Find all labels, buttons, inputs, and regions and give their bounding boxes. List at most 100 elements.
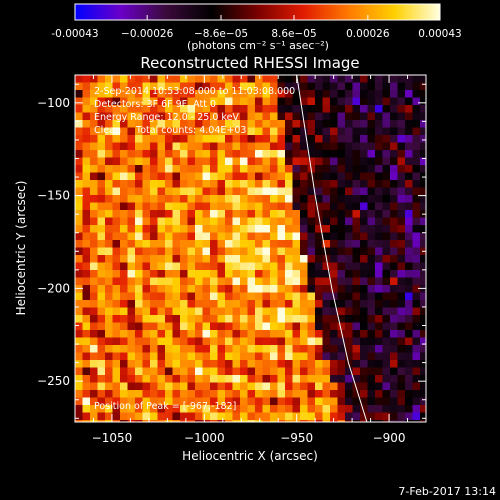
heatmap-cell [307, 405, 316, 413]
heatmap-cell [232, 337, 241, 346]
heatmap-cell [352, 412, 361, 421]
heatmap-cell [360, 180, 368, 188]
heatmap-cell [420, 150, 426, 158]
heatmap-cell [397, 217, 406, 226]
heatmap-cell [285, 217, 293, 226]
heatmap-cell [90, 165, 98, 173]
heatmap-cell [292, 367, 301, 376]
heatmap-cell [292, 217, 301, 226]
heatmap-cell [337, 412, 346, 421]
heatmap-cell [255, 262, 263, 271]
heatmap-cell [270, 315, 278, 323]
heatmap-cell [277, 180, 286, 188]
heatmap-cell [345, 412, 353, 421]
heatmap-cell [120, 262, 128, 271]
heatmap-cell [150, 300, 158, 308]
heatmap-cell [105, 180, 113, 188]
heatmap-cell [375, 390, 383, 398]
heatmap-cell [120, 142, 128, 151]
heatmap-cell [75, 337, 83, 346]
heatmap-cell [330, 187, 338, 196]
heatmap-cell [202, 172, 211, 181]
heatmap-cell [382, 142, 391, 151]
heatmap-cell [187, 225, 196, 233]
heatmap-cell [360, 150, 368, 158]
heatmap-cell [187, 390, 196, 398]
heatmap-cell [345, 367, 353, 376]
heatmap-cell [315, 232, 323, 241]
heatmap-cell [90, 127, 98, 136]
heatmap-cell [210, 157, 218, 166]
heatmap-cell [135, 165, 143, 173]
heatmap-cell [390, 382, 398, 391]
heatmap-cell [292, 157, 301, 166]
heatmap-cell [82, 172, 91, 181]
heatmap-cell [307, 382, 316, 391]
heatmap-cell [82, 255, 91, 263]
heatmap-cell [90, 135, 98, 143]
heatmap-cell [397, 277, 406, 286]
heatmap-cell [262, 367, 271, 376]
heatmap-cell [157, 180, 166, 188]
heatmap-cell [202, 112, 211, 121]
heatmap-cell [367, 420, 376, 422]
heatmap-cell [97, 390, 106, 398]
heatmap-cell [202, 262, 211, 271]
heatmap-cell [270, 202, 278, 211]
heatmap-cell [345, 75, 353, 83]
heatmap-cell [405, 255, 413, 263]
heatmap-cell [375, 375, 383, 383]
heatmap-cell [232, 232, 241, 241]
heatmap-cell [187, 150, 196, 158]
heatmap-cell [292, 292, 301, 301]
heatmap-cell [277, 337, 286, 346]
heatmap-cell [240, 420, 248, 422]
heatmap-cell [232, 210, 241, 218]
heatmap-cell [82, 277, 91, 286]
heatmap-cell [405, 90, 413, 98]
heatmap-cell [360, 90, 368, 98]
heatmap-cell [240, 315, 248, 323]
heatmap-cell [375, 75, 383, 83]
heatmap-cell [180, 165, 188, 173]
heatmap-cell [157, 187, 166, 196]
heatmap-cell [270, 307, 278, 316]
heatmap-cell [127, 165, 136, 173]
heatmap-cell [367, 292, 376, 301]
heatmap-cell [225, 82, 233, 91]
heatmap-cell [195, 307, 203, 316]
heatmap-cell [315, 330, 323, 338]
heatmap-cell [367, 412, 376, 421]
heatmap-cell [97, 210, 106, 218]
heatmap-cell [307, 360, 316, 368]
heatmap-cell [307, 255, 316, 263]
heatmap-cell [75, 315, 83, 323]
heatmap-cell [300, 157, 308, 166]
heatmap-cell [412, 420, 421, 422]
heatmap-cell [262, 90, 271, 98]
heatmap-cell [277, 262, 286, 271]
heatmap-cell [390, 307, 398, 316]
heatmap-cell [135, 157, 143, 166]
heatmap-cell [337, 75, 346, 83]
heatmap-cell [165, 150, 173, 158]
heatmap-cell [210, 352, 218, 361]
heatmap-cell [97, 75, 106, 83]
heatmap-cell [352, 337, 361, 346]
heatmap-cell [292, 322, 301, 331]
heatmap-cell [172, 322, 181, 331]
heatmap-cell [165, 270, 173, 278]
heatmap-cell [330, 405, 338, 413]
heatmap-cell [300, 112, 308, 121]
heatmap-cell [75, 300, 83, 308]
heatmap-cell [247, 127, 256, 136]
heatmap-cell [105, 337, 113, 346]
heatmap-cell [397, 382, 406, 391]
heatmap-cell [195, 277, 203, 286]
plot-timestamp: 7-Feb-2017 13:14 [398, 485, 496, 498]
heatmap-cell [337, 382, 346, 391]
heatmap-cell [405, 127, 413, 136]
heatmap-cell [225, 345, 233, 353]
heatmap-cell [202, 142, 211, 151]
heatmap-cell [195, 120, 203, 128]
